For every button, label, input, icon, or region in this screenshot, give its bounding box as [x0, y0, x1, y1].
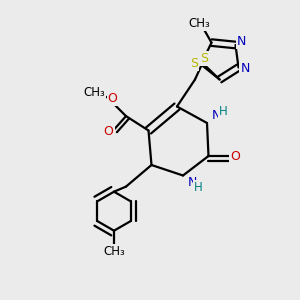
Text: N: N: [240, 61, 250, 75]
Text: H: H: [218, 105, 227, 118]
Text: H: H: [194, 181, 203, 194]
Text: N: N: [237, 35, 246, 49]
Text: O: O: [230, 149, 240, 163]
Text: S: S: [190, 57, 198, 70]
Text: CH₃: CH₃: [83, 86, 105, 100]
Text: N: N: [211, 109, 221, 122]
Text: S: S: [200, 52, 208, 65]
Text: CH₃: CH₃: [103, 244, 125, 258]
Text: N: N: [187, 176, 197, 189]
Text: CH₃: CH₃: [188, 17, 210, 31]
Text: O: O: [108, 92, 117, 105]
Text: O: O: [104, 124, 113, 138]
